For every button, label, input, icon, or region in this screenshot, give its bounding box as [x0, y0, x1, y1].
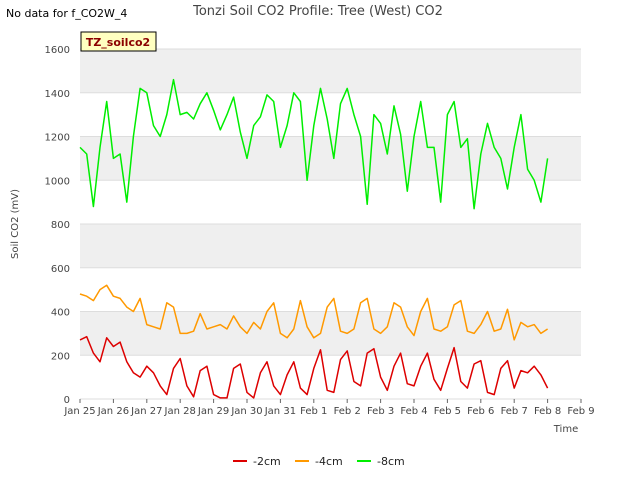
series-line-4cm: [79, 284, 549, 341]
y-tick-label: 1000: [45, 176, 70, 187]
x-tick-label: Jan 31: [264, 406, 296, 417]
grid-band: [80, 49, 581, 93]
y-tick-label: 800: [51, 220, 70, 231]
legend: -2cm -4cm -8cm: [233, 455, 405, 468]
grid-band: [80, 136, 581, 181]
y-axis-label: Soil CO2 (mV): [10, 189, 21, 259]
grid-band: [80, 311, 581, 356]
x-tick-label: Jan 26: [97, 406, 129, 417]
x-tick-label: Jan 30: [230, 406, 262, 417]
badge: TZ_soilco2: [80, 31, 157, 52]
no-data-note: No data for f_CO2W_4: [6, 7, 128, 20]
x-tick-label: Feb 8: [534, 406, 561, 417]
y-tick-label: 1400: [45, 89, 70, 100]
grid-band: [80, 224, 581, 268]
series-line-2cm: [79, 335, 549, 399]
x-tick-label: Jan 27: [130, 406, 162, 417]
x-tick-label: Feb 7: [501, 406, 528, 417]
legend-label: -2cm: [253, 455, 281, 468]
series-line-8cm: [79, 78, 549, 210]
x-tick-label: Feb 1: [300, 406, 327, 417]
y-tick-label: 1600: [45, 45, 70, 56]
legend-label: -4cm: [315, 455, 343, 468]
x-tick-label: Feb 6: [467, 406, 494, 417]
x-axis-label: Time: [553, 424, 578, 435]
y-tick-label: 0: [64, 395, 70, 406]
y-tick-label: 400: [51, 308, 70, 319]
x-tick-label: Feb 2: [334, 406, 361, 417]
badge-box: [80, 31, 157, 52]
legend-label: -8cm: [377, 455, 405, 468]
y-tick-label: 200: [51, 351, 70, 362]
x-tick-label: Feb 3: [367, 406, 394, 417]
x-tick-label: Feb 5: [434, 406, 461, 417]
badge-label: TZ_soilco2: [86, 36, 150, 49]
x-tick-label: Feb 9: [567, 406, 594, 417]
y-tick-label: 1200: [45, 133, 70, 144]
x-tick-label: Jan 28: [164, 406, 196, 417]
x-tick-label: Jan 29: [197, 406, 229, 417]
chart-title: Tonzi Soil CO2 Profile: Tree (West) CO2: [192, 4, 443, 19]
x-tick-label: Jan 25: [63, 406, 95, 417]
x-tick-label: Feb 4: [400, 406, 427, 417]
y-tick-label: 600: [51, 264, 70, 275]
